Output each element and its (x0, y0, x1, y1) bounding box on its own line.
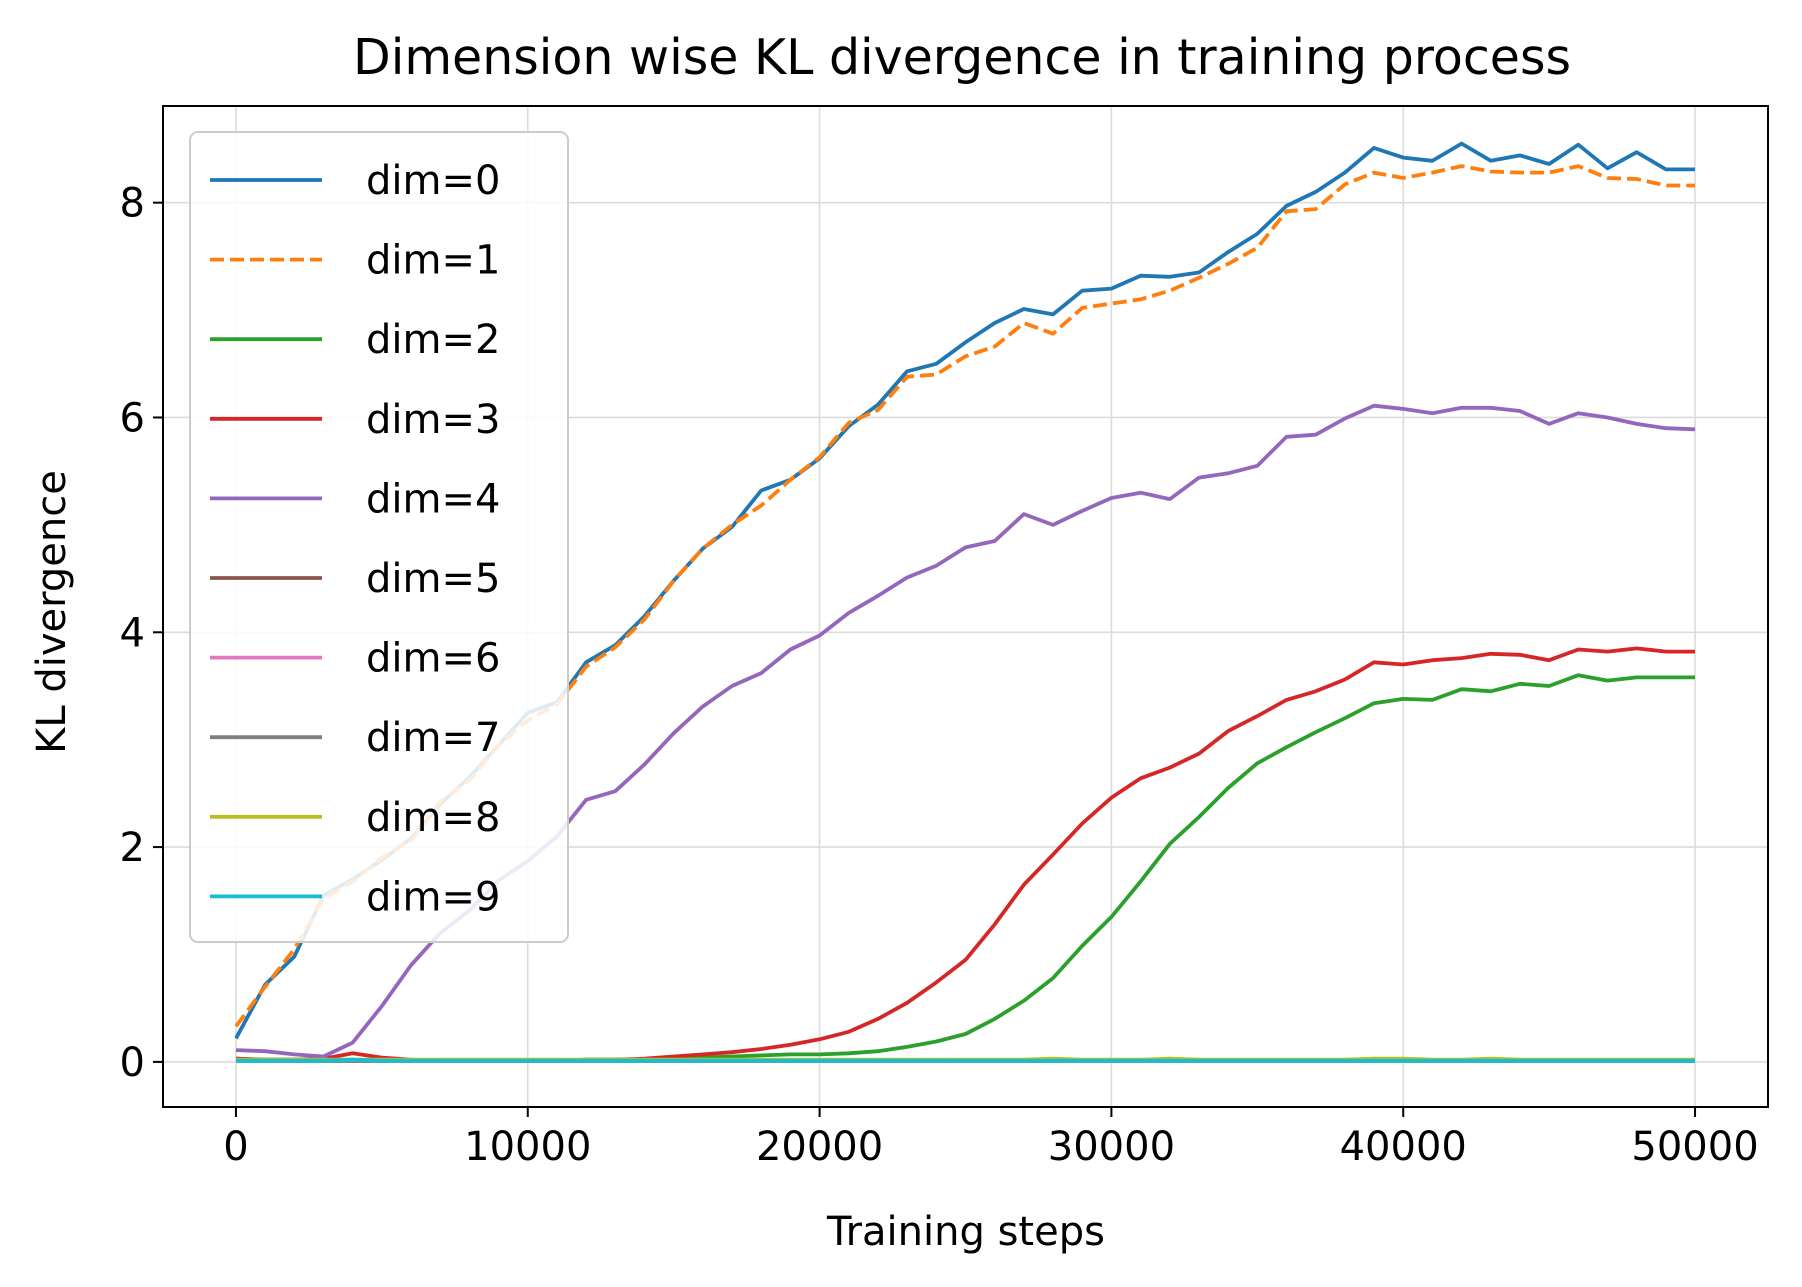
y-tick-label: 0 (120, 1040, 145, 1086)
y-tick-label: 2 (120, 825, 145, 871)
axis-ticks: 0 10000 20000 30000 40000 50000 0 2 4 6 8 (120, 181, 1759, 1170)
legend-label: dim=7 (366, 715, 500, 761)
chart-title: Dimension wise KL divergence in training… (353, 29, 1571, 86)
legend-label: dim=5 (366, 556, 500, 602)
x-tick-label: 30000 (1048, 1124, 1175, 1170)
legend-label: dim=2 (366, 317, 500, 363)
legend-label: dim=0 (366, 158, 500, 204)
y-axis-label: KL divergence (29, 470, 75, 754)
y-tick-label: 4 (120, 610, 145, 656)
plot-frame (162, 105, 1769, 1108)
series-line-dim-9 (236, 1057, 1695, 1063)
legend-label: dim=9 (366, 874, 500, 920)
y-tick-label: 6 (120, 395, 145, 441)
x-tick-label: 50000 (1631, 1124, 1758, 1170)
legend-label: dim=4 (366, 476, 500, 522)
legend-box (189, 131, 569, 943)
x-tick-label: 20000 (756, 1124, 883, 1170)
legend-label: dim=1 (366, 238, 500, 284)
legend-label: dim=8 (366, 795, 500, 841)
y-tick-label: 8 (120, 181, 145, 227)
x-tick-label: 0 (223, 1124, 248, 1170)
legend: dim=0 dim=1 dim=2 dim=3 dim=4 dim=5 dim=6 dim=7… (189, 131, 569, 943)
x-tick-label: 10000 (464, 1124, 591, 1170)
x-tick-label: 40000 (1340, 1124, 1467, 1170)
legend-label: dim=6 (366, 636, 500, 682)
x-axis-label: Training steps (826, 1209, 1105, 1255)
legend-label: dim=3 (366, 397, 500, 443)
